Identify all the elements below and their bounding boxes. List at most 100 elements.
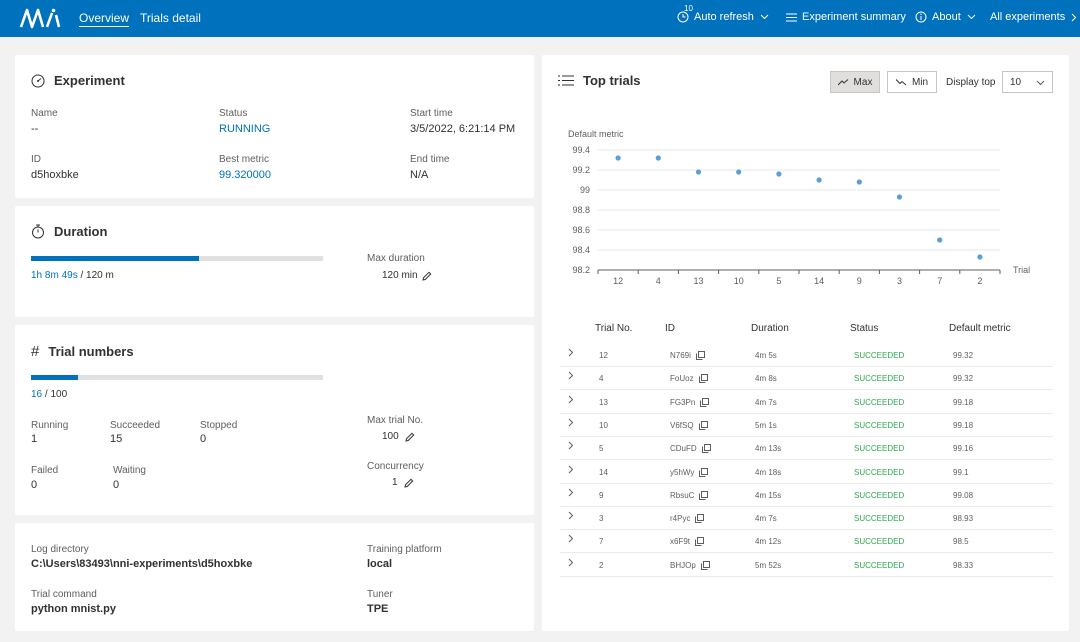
trial-numbers-title: # Trial numbers [31,343,134,360]
data-point [615,155,621,161]
metric-cell: 99.18 [953,420,974,430]
column-header-duration[interactable]: Duration [751,323,789,334]
nni-logo[interactable] [19,7,61,29]
copy-icon[interactable] [695,514,705,524]
table-row[interactable]: 2 BHJOp 5m 52s SUCCEEDED 98.33 [560,554,1053,577]
x-tick-label: 7 [937,276,942,286]
experiment-card: Experiment Name -- Status RUNNING Start … [15,55,534,198]
trial-id-cell: V6fSQ [670,420,708,430]
table-row[interactable]: 5 CDuFD 4m 13s SUCCEEDED 99.16 [560,437,1053,461]
table-row[interactable]: 13 FG3Pn 4m 7s SUCCEEDED 99.18 [560,391,1053,414]
status-cell: SUCCEEDED [854,397,905,407]
expand-chevron-icon[interactable] [568,558,574,569]
end-time-value: N/A [410,169,429,181]
status-cell: SUCCEEDED [854,374,905,384]
edit-pencil-icon[interactable] [405,432,415,442]
data-point [695,169,702,175]
x-tick-label: 12 [613,276,623,286]
max-button-label: Max [853,76,873,88]
table-row[interactable]: 3 r4Pyc 4m 7s SUCCEEDED 98.93 [560,507,1053,531]
start-time-label: Start time [410,108,453,119]
x-tick-label: 13 [693,276,703,286]
trial-no-cell: 12 [599,351,608,360]
about-menu[interactable]: About [915,11,981,23]
status-label: Status [219,108,248,119]
table-row[interactable]: 9 RbsuC 4m 15s SUCCEEDED 99.08 [560,484,1053,507]
copy-icon[interactable] [695,537,705,547]
status-cell: SUCCEEDED [854,444,905,454]
trial-id-text: V6fSQ [670,420,694,430]
table-row[interactable]: 14 y5hWy 4m 18s SUCCEEDED 99.1 [560,461,1053,484]
copy-icon[interactable] [695,351,705,360]
duration-cell: 4m 13s [755,444,782,454]
all-experiments-link[interactable]: All experiments [990,11,1080,23]
table-row[interactable]: 7 x6F9t 4m 12s SUCCEEDED 98.5 [560,530,1053,554]
duration-total: / 120 m [80,270,114,281]
auto-refresh-menu[interactable]: Auto refresh [677,11,774,23]
all-experiments-label: All experiments [990,11,1066,23]
column-header-default-metric[interactable]: Default metric [949,323,1011,334]
status-cell: SUCCEEDED [854,351,905,360]
edit-pencil-icon[interactable] [403,478,414,488]
copy-icon[interactable] [701,444,711,454]
copy-icon[interactable] [698,420,708,430]
x-tick-label: 2 [977,276,982,286]
expand-chevron-icon[interactable] [568,511,574,522]
expand-chevron-icon[interactable] [568,465,574,476]
data-point [816,177,822,183]
column-header-id[interactable]: ID [665,323,675,334]
name-label: Name [31,108,58,119]
expand-chevron-icon[interactable] [568,348,574,359]
expand-chevron-icon[interactable] [568,488,574,499]
expand-chevron-icon[interactable] [568,534,574,545]
copy-icon[interactable] [699,467,709,477]
y-tick-label: 98.8 [572,205,590,215]
nav-overview[interactable]: Overview [79,11,130,27]
metric-cell: 99.08 [953,490,974,500]
trial-id-text: N769i [670,351,691,360]
experiment-summary-label: Experiment summary [802,11,906,23]
copy-icon[interactable] [699,490,709,500]
expand-chevron-icon[interactable] [568,371,574,382]
expand-chevron-icon[interactable] [568,395,574,406]
nav-trials-detail[interactable]: Trials detail [140,11,201,25]
edit-pencil-icon[interactable] [421,271,432,281]
trial-count: 16 [31,389,43,400]
trial-no-cell: 7 [599,537,604,547]
x-tick-label: 3 [897,276,902,286]
column-header-trial-no[interactable]: Trial No. [595,323,633,334]
experiment-title: Experiment [31,73,125,88]
data-point [776,171,782,177]
table-row[interactable]: 4 FoUoz 4m 8s SUCCEEDED 99.32 [560,367,1053,391]
expand-chevron-icon[interactable] [568,418,574,429]
trial-id-text: x6F9t [670,537,691,547]
max-sort-button[interactable]: Max [830,71,880,93]
best-metric-value[interactable]: 99.320000 [219,169,271,181]
trial-id-cell: RbsuC [670,490,709,500]
column-header-status[interactable]: Status [850,323,879,334]
copy-icon[interactable] [698,374,708,384]
trial-command-value: python mnist.py [31,603,116,615]
auto-refresh-label: Auto refresh [694,11,754,23]
experiment-info-card: Log directory C:\Users\83493\nni-experim… [15,523,534,631]
copy-icon[interactable] [700,560,710,570]
trial-id-cell: x6F9t [670,537,705,547]
trial-command-label: Trial command [31,589,97,600]
table-row[interactable]: 10 V6fSQ 5m 1s SUCCEEDED 99.18 [560,414,1053,437]
expand-chevron-icon[interactable] [568,441,574,452]
y-tick-label: 99.2 [572,165,590,175]
trial-progress-fill [31,375,78,380]
data-point [856,179,862,185]
experiment-summary-button[interactable]: Experiment summary [786,11,906,23]
refresh-interval-badge: 10 [684,4,693,13]
top-navigation-bar: Overview Trials detail 10 Auto refresh E… [0,0,1080,37]
copy-icon[interactable] [700,397,710,407]
min-sort-button[interactable]: Min [887,71,937,93]
table-row[interactable]: 12 N769i 4m 5s SUCCEEDED 99.32 [560,344,1053,367]
display-top-select[interactable]: 10 [1002,71,1053,93]
about-label: About [932,11,961,23]
metric-cell: 99.18 [953,397,974,407]
trial-id-text: CDuFD [670,444,697,454]
x-axis-label: Trial [1013,265,1030,275]
succeeded-value: 15 [110,433,123,445]
